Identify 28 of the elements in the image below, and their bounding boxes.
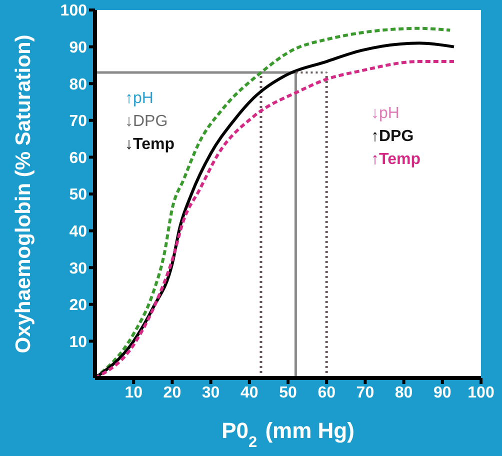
annotation: ↑DPG [371,128,414,146]
y-tick-label: 80 [69,76,88,94]
x-tick-label: 80 [394,384,413,402]
x-tick-label: 70 [356,384,374,402]
x-tick-label: 40 [240,384,258,402]
x-tick-label: 100 [468,384,494,402]
x-tick-label: 10 [124,384,143,402]
y-tick-label: 90 [69,39,88,56]
y-tick-label: 40 [69,223,88,240]
y-tick-label: 100 [60,2,88,20]
x-tick-label: 60 [318,384,336,402]
y-tick-label: 10 [69,334,88,351]
x-tick-label: 30 [202,384,220,402]
y-tick-label: 20 [69,297,88,314]
y-axis-title: Oxyhaemoglobin (% Saturation) [12,34,35,354]
x-axis-title: P0$_{2}$ (mm Hg) [222,418,354,450]
y-tick-label: 70 [69,113,88,130]
annotation: ↑Temp [371,151,420,169]
annotation: ↓pH [371,105,400,123]
x-tick-label: 50 [279,384,297,402]
y-tick-label: 50 [69,186,88,204]
y-tick-label: 30 [69,260,88,278]
annotation: ↓DPG [125,113,168,131]
annotation: ↑pH [125,90,154,108]
y-tick-label: 60 [69,150,88,167]
annotation: ↓Temp [125,136,174,154]
x-tick-label: 90 [434,384,452,402]
x-tick-label: 20 [163,384,182,402]
